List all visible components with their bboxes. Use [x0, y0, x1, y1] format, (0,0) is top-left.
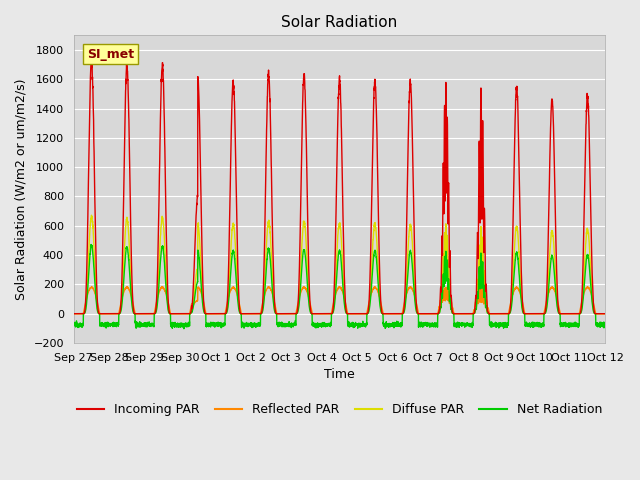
Incoming PAR	[70, 311, 77, 317]
Net Radiation	[602, 321, 609, 327]
Reflected PAR	[70, 311, 77, 317]
Reflected PAR	[477, 284, 484, 289]
Line: Reflected PAR: Reflected PAR	[74, 287, 605, 314]
Reflected PAR	[165, 305, 173, 311]
Incoming PAR	[602, 311, 609, 317]
Net Radiation	[459, 322, 467, 328]
Diffuse PAR	[429, 311, 437, 317]
Incoming PAR	[489, 311, 497, 317]
Net Radiation	[429, 322, 437, 327]
Diffuse PAR	[320, 311, 328, 317]
Line: Net Radiation: Net Radiation	[74, 244, 605, 329]
Incoming PAR	[601, 311, 609, 317]
Title: Solar Radiation: Solar Radiation	[282, 15, 397, 30]
Net Radiation	[180, 326, 188, 332]
Diffuse PAR	[88, 212, 95, 218]
Line: Diffuse PAR: Diffuse PAR	[74, 215, 605, 314]
Incoming PAR	[459, 311, 467, 317]
Incoming PAR	[320, 311, 328, 317]
Net Radiation	[166, 311, 173, 316]
Reflected PAR	[601, 311, 609, 317]
Text: SI_met: SI_met	[87, 48, 134, 60]
Reflected PAR	[458, 311, 466, 317]
Net Radiation	[87, 241, 95, 247]
Incoming PAR	[429, 311, 437, 317]
Diffuse PAR	[601, 311, 609, 317]
Reflected PAR	[429, 311, 436, 317]
Net Radiation	[70, 322, 77, 328]
Net Radiation	[601, 323, 609, 328]
Line: Incoming PAR: Incoming PAR	[74, 60, 605, 314]
Incoming PAR	[166, 310, 173, 315]
Diffuse PAR	[489, 311, 497, 317]
Net Radiation	[320, 324, 328, 329]
Reflected PAR	[489, 311, 497, 317]
Reflected PAR	[602, 311, 609, 317]
X-axis label: Time: Time	[324, 368, 355, 381]
Y-axis label: Solar Radiation (W/m2 or um/m2/s): Solar Radiation (W/m2 or um/m2/s)	[15, 78, 28, 300]
Diffuse PAR	[70, 311, 77, 317]
Diffuse PAR	[459, 311, 467, 317]
Diffuse PAR	[602, 311, 609, 317]
Net Radiation	[489, 321, 497, 326]
Diffuse PAR	[166, 310, 173, 316]
Legend: Incoming PAR, Reflected PAR, Diffuse PAR, Net Radiation: Incoming PAR, Reflected PAR, Diffuse PAR…	[72, 398, 607, 421]
Reflected PAR	[319, 311, 327, 317]
Incoming PAR	[88, 58, 95, 63]
